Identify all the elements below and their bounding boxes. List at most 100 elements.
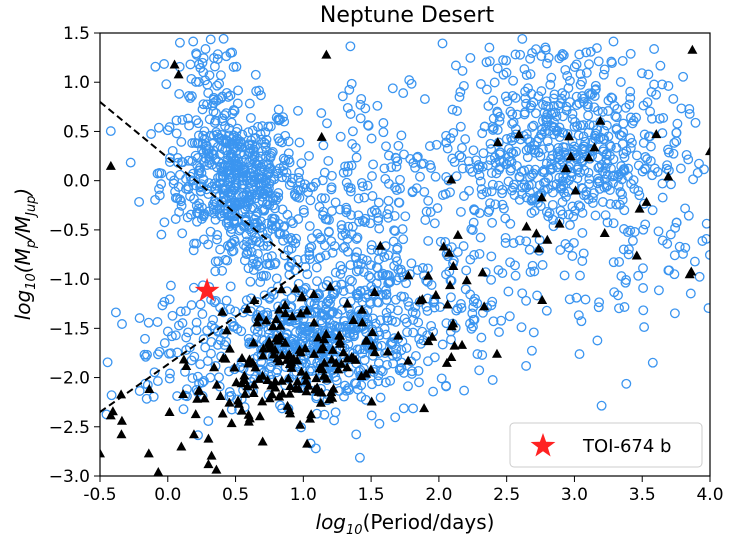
data-point-circle [255,277,266,287]
data-point-circle [523,83,533,94]
data-point-triangle [176,441,187,451]
data-point-triangle [105,160,116,170]
data-point-circle [208,314,219,325]
data-point-circle [487,179,498,190]
data-point-circle [293,172,304,183]
data-point-circle [633,270,644,281]
data-point-circle [469,314,480,325]
data-point-circle [361,255,372,266]
data-point-circle [192,216,202,227]
data-point-circle [623,244,634,255]
data-point-circle [255,90,266,101]
data-point-circle [372,100,383,111]
data-point-circle [490,199,501,210]
data-point-circle [594,177,605,187]
data-point-circle [312,276,322,287]
data-point-circle [233,85,244,96]
data-point-circle [300,261,311,272]
data-point-circle [356,93,367,104]
data-point-circle [371,262,382,273]
data-point-triangle [311,373,322,383]
data-point-circle [565,220,575,231]
data-point-circle [397,224,408,235]
data-point-circle [486,251,497,262]
data-point-circle [204,154,215,165]
data-point-circle [271,367,282,378]
data-point-circle [683,154,694,165]
data-point-circle [193,130,204,141]
data-point-triangle [303,380,314,390]
data-point-circle [606,56,617,67]
data-point-circle [304,243,315,253]
data-point-circle [317,300,327,311]
data-point-circle [353,290,363,301]
data-point-circle [366,410,377,421]
data-point-triangle [258,343,269,353]
data-point-circle [465,52,476,63]
data-point-circle [198,209,209,220]
data-point-circle [210,108,221,119]
data-point-circle [452,247,463,258]
data-point-circle [218,172,229,183]
data-point-circle [389,260,400,271]
data-point-circle [539,126,550,137]
data-point-circle [571,59,582,70]
data-point-circle [649,163,660,174]
data-point-triangle [292,376,303,386]
data-point-circle [217,116,228,127]
data-point-circle [467,308,478,319]
data-point-circle [521,192,532,203]
data-point-circle [277,137,288,148]
data-point-circle [403,381,413,392]
data-point-triangle [403,270,414,280]
data-point-circle [521,236,532,247]
data-point-circle [593,152,604,163]
data-point-circle [456,302,467,313]
data-point-circle [437,38,448,49]
data-point-circle [350,252,361,263]
data-point-circle [260,127,271,138]
data-point-circle [683,210,694,221]
data-point-circle [500,238,511,248]
data-point-circle [597,166,608,177]
data-point-triangle [325,281,336,291]
legend-label: TOI-674 b [582,436,671,457]
data-point-circle [684,104,695,114]
data-point-circle [671,217,682,228]
data-point-circle [244,192,254,203]
data-point-circle [102,357,113,368]
data-point-circle [510,260,520,271]
data-point-circle [331,375,342,386]
data-point-circle [357,254,368,264]
data-point-circle [549,89,560,100]
y-axis-label-p: p [24,240,39,249]
y-tick-label: −0.5 [49,221,90,241]
data-point-circle [134,386,145,396]
data-point-circle [172,347,183,358]
data-point-circle [617,194,628,205]
data-point-circle [134,313,145,324]
data-point-circle [345,186,356,197]
data-point-circle [493,265,504,276]
data-point-circle [161,79,172,90]
data-point-circle [294,167,305,178]
data-point-circle [383,178,394,189]
data-point-circle [588,188,599,199]
data-point-circle [479,121,490,132]
data-point-circle [481,57,492,68]
data-point-circle [342,166,353,177]
data-point-circle [567,251,578,261]
data-point-circle [617,55,628,66]
data-point-circle [381,289,392,299]
data-point-circle [421,206,432,217]
data-point-triangle [203,459,214,469]
data-point-triangle [367,340,378,350]
data-point-circle [572,173,583,184]
data-point-circle [557,157,568,168]
data-point-circle [312,228,323,239]
data-point-circle [308,339,319,350]
data-point-circle [486,186,497,197]
data-point-circle [365,218,376,229]
data-point-triangle [231,377,242,387]
legend-box [509,422,703,468]
